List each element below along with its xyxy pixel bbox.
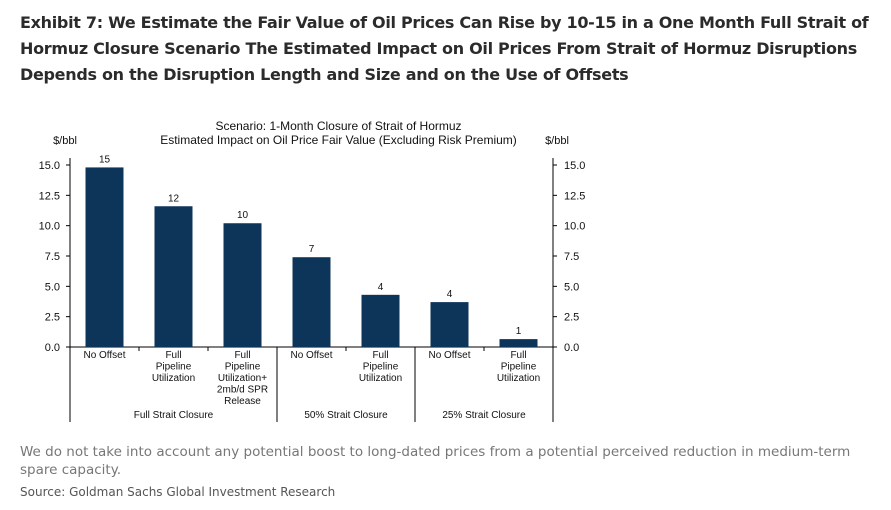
- bar-data-label: 4: [447, 289, 453, 300]
- y-tick-label-left: 5.0: [45, 281, 60, 293]
- y-tick-label-left: 12.5: [39, 190, 60, 202]
- bar: [430, 302, 469, 347]
- x-category-label: 2mb/d SPR: [217, 385, 268, 396]
- chart-title: Scenario: 1-Month Closure of Strait of H…: [215, 119, 461, 133]
- x-category-label: No Offset: [290, 350, 332, 361]
- y-tick-label-left: 10.0: [39, 221, 60, 233]
- bar: [154, 206, 193, 347]
- bar: [361, 294, 400, 347]
- x-category-label: Pipeline: [156, 362, 192, 373]
- x-category-label: Full: [510, 350, 526, 361]
- x-category-label: Full: [372, 350, 388, 361]
- x-category-label: Utilization+: [218, 373, 267, 384]
- x-category-label: No Offset: [83, 350, 125, 361]
- bar: [292, 257, 331, 347]
- y-tick-label-left: 2.5: [45, 312, 60, 324]
- x-category-label: Pipeline: [225, 362, 261, 373]
- y-tick-label-right: 0.0: [564, 342, 579, 354]
- y-axis-label-left: $/bbl: [53, 135, 77, 147]
- x-category-label: Pipeline: [363, 362, 399, 373]
- source-note: Source: Goldman Sachs Global Investment …: [20, 485, 336, 499]
- y-tick-label-right: 2.5: [564, 312, 579, 324]
- y-tick-label-left: 15.0: [39, 160, 60, 172]
- group-label: 25% Strait Closure: [442, 410, 526, 421]
- x-category-label: Utilization: [152, 373, 195, 384]
- footnote: We do not take into account any potentia…: [20, 444, 851, 478]
- bar-data-label: 4: [378, 282, 384, 293]
- x-category-label: Release: [224, 396, 261, 407]
- bar: [223, 223, 262, 347]
- x-category-label: Utilization: [497, 373, 540, 384]
- y-tick-label-right: 15.0: [564, 160, 585, 172]
- x-category-label: Utilization: [359, 373, 402, 384]
- bar-data-label: 12: [168, 193, 180, 204]
- bar-data-label: 15: [99, 154, 111, 165]
- y-tick-label-left: 7.5: [45, 251, 60, 263]
- y-axis-label-right: $/bbl: [545, 135, 569, 147]
- group-label: Full Strait Closure: [134, 410, 214, 421]
- bar-data-label: 1: [516, 326, 522, 337]
- y-tick-label-left: 0.0: [45, 342, 60, 354]
- x-category-label: No Offset: [428, 350, 470, 361]
- x-category-label: Full: [234, 350, 250, 361]
- group-label: 50% Strait Closure: [304, 410, 388, 421]
- x-category-label: Full: [165, 350, 181, 361]
- bar: [85, 167, 124, 347]
- exhibit-title: Exhibit 7: We Estimate the Fair Value of…: [20, 13, 869, 84]
- y-tick-label-right: 7.5: [564, 251, 579, 263]
- chart-subtitle: Estimated Impact on Oil Price Fair Value…: [160, 133, 517, 147]
- y-tick-label-right: 12.5: [564, 190, 585, 202]
- y-tick-label-right: 10.0: [564, 221, 585, 233]
- bar-chart: Scenario: 1-Month Closure of Strait of H…: [39, 119, 585, 422]
- bar: [499, 339, 538, 347]
- y-tick-label-right: 5.0: [564, 281, 579, 293]
- bar-data-label: 7: [309, 244, 315, 255]
- x-category-label: Pipeline: [501, 362, 537, 373]
- bar-data-label: 10: [237, 210, 249, 221]
